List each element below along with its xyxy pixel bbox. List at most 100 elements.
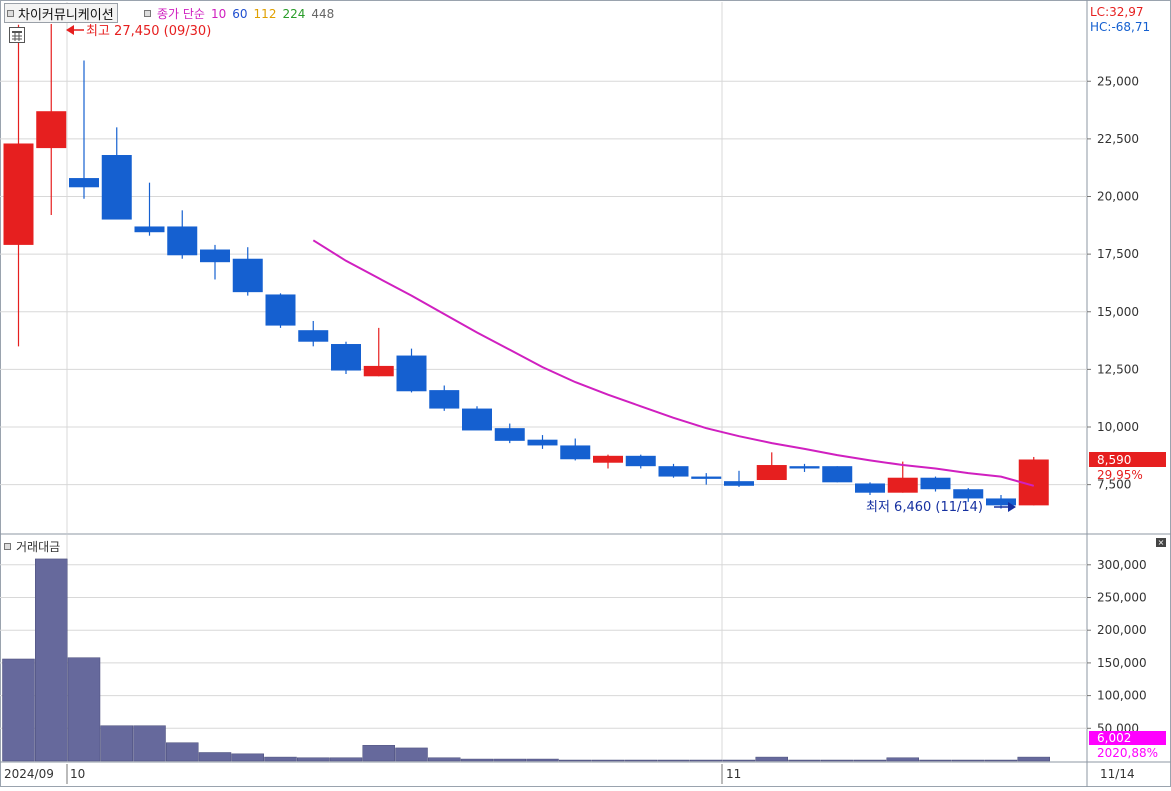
candle-down <box>560 445 591 460</box>
stock-name: 차이커뮤니케이션 <box>18 7 114 23</box>
ma-period-112: 112 <box>253 6 277 21</box>
price-tick-label: 20,000 <box>1097 190 1139 204</box>
volume-tick-label: 200,000 <box>1097 623 1147 637</box>
volume-bar <box>231 753 264 762</box>
hc-value: HC:-68,71 <box>1090 20 1150 34</box>
low-arrow-icon <box>1008 502 1016 512</box>
candle-down <box>855 483 885 493</box>
x-label-oct: 10 <box>70 767 85 781</box>
x-label-nov: 11 <box>726 767 741 781</box>
volume-gridlines <box>0 564 1087 729</box>
ma-legend-label: 종가 단순 <box>157 7 205 21</box>
volume-bar <box>952 759 985 762</box>
candle-up <box>3 143 34 245</box>
volume-last-change: 2020,88% <box>1097 746 1158 760</box>
price-tick-label: 12,500 <box>1097 362 1139 376</box>
candle-down <box>134 226 165 233</box>
price-tick-label: 17,500 <box>1097 247 1139 261</box>
candles <box>3 24 1049 509</box>
price-tick-label: 10,000 <box>1097 420 1139 434</box>
candle-down <box>527 439 558 446</box>
candle-down <box>724 481 754 486</box>
volume-last-value: 6,002 <box>1097 731 1131 745</box>
volume-bar <box>264 756 297 762</box>
candle-down <box>658 466 689 477</box>
volume-last-tag <box>1089 731 1166 745</box>
volume-bar <box>886 757 919 762</box>
volume-bar <box>559 759 592 762</box>
candle-down <box>625 455 656 467</box>
volume-bar <box>395 747 428 762</box>
volume-bar <box>821 759 854 762</box>
volume-bar <box>788 759 821 762</box>
volume-bar <box>166 742 199 762</box>
volume-bar <box>657 759 690 762</box>
last-price-change: 29,95% <box>1097 468 1143 482</box>
price-tick-label: 22,500 <box>1097 132 1139 146</box>
candle-up <box>363 365 394 377</box>
volume-bar <box>362 745 395 762</box>
candle-up <box>36 111 67 149</box>
candle-up <box>593 455 623 463</box>
candle-up <box>887 477 918 493</box>
candle-down <box>822 466 853 483</box>
volume-axis: 300,000250,000200,000150,000100,00050,00… <box>1087 558 1147 735</box>
candle-down <box>167 226 198 256</box>
candle-down <box>691 476 722 479</box>
x-label-start: 2024/09 <box>4 767 54 781</box>
volume-bar <box>297 757 330 762</box>
candle-down <box>298 330 329 342</box>
volume-bar <box>100 725 133 762</box>
volume-bar <box>493 758 526 762</box>
volume-bar <box>919 759 952 762</box>
price-tick-label: 25,000 <box>1097 74 1139 88</box>
price-tick-label: 15,000 <box>1097 305 1139 319</box>
volume-tick-label: 150,000 <box>1097 656 1147 670</box>
stock-name-button[interactable]: 차이커뮤니케이션 <box>4 3 118 23</box>
volume-bar <box>722 759 756 762</box>
price-axis: 25,000 22,500 20,000 17,500 15,000 12,500 10,0… <box>1087 74 1139 492</box>
volume-tick-label: 300,000 <box>1097 558 1147 572</box>
volume-panel-title-button[interactable]: 거래대금 <box>4 538 60 555</box>
last-price-value: 8,590 <box>1097 453 1131 467</box>
price-tick-label: 7,500 <box>1097 478 1131 492</box>
volume-bar <box>591 759 625 762</box>
candle-down <box>494 428 525 441</box>
ma-period-224: 224 <box>282 6 306 21</box>
candle-down <box>265 294 296 326</box>
volume-bar <box>133 725 166 762</box>
x-label-last-date: 11/14 <box>1100 767 1135 781</box>
close-icon[interactable]: × <box>1156 538 1166 547</box>
volume-bar <box>460 758 494 762</box>
high-arrow-icon <box>66 25 74 35</box>
volume-bar <box>984 759 1018 762</box>
ma10-line <box>312 239 1035 487</box>
high-annotation: 최고 27,450 (09/30) <box>86 24 211 39</box>
volume-bar <box>526 758 559 762</box>
table-view-icon[interactable] <box>9 27 25 43</box>
volume-toggle-icon <box>4 543 11 550</box>
volume-bar <box>2 658 35 762</box>
candle-down <box>101 155 132 220</box>
ma-period-60: 60 <box>232 6 248 21</box>
volume-bars <box>2 558 1050 762</box>
volume-bar <box>329 757 363 762</box>
volume-bar <box>428 757 461 762</box>
volume-bar <box>1017 756 1050 762</box>
volume-bar <box>198 752 232 762</box>
lc-value: LC:32,97 <box>1090 5 1143 19</box>
low-annotation: 최저 6,460 (11/14) <box>866 500 983 515</box>
candle-down <box>789 466 820 469</box>
candle-up <box>756 465 787 481</box>
candle-down <box>953 489 984 499</box>
last-price-tag <box>1089 452 1166 467</box>
candle-down <box>429 390 460 409</box>
candle-down <box>331 344 361 371</box>
ma-legend[interactable]: 종가 단순 10 60 112 224 448 <box>144 5 334 22</box>
volume-panel-title: 거래대금 <box>16 540 61 554</box>
volume-bar <box>690 759 723 762</box>
volume-bar <box>35 558 68 762</box>
candle-down <box>232 258 263 293</box>
